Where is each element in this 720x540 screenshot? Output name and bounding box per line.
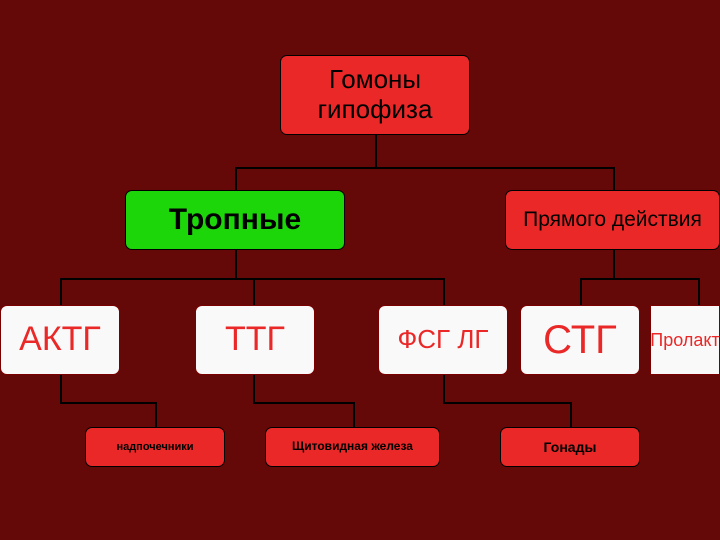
node-root: Гомоны гипофиза [280, 55, 470, 135]
connector-line [443, 375, 445, 402]
node-aktg: АКТГ [0, 305, 120, 375]
connector-line [698, 278, 700, 305]
connector-line [580, 278, 582, 305]
connector-line [235, 167, 237, 190]
connector-line [375, 135, 377, 167]
node-prolakt: Пролакт [650, 305, 720, 375]
connector-line [253, 375, 255, 402]
node-ttg: ТТГ [195, 305, 315, 375]
connector-line [235, 250, 237, 278]
node-stg: СТГ [520, 305, 640, 375]
node-nadpo: надпочечники [85, 427, 225, 467]
connector-line [253, 278, 255, 305]
connector-line [613, 167, 615, 190]
connector-line [60, 375, 62, 402]
connector-line [443, 278, 445, 305]
node-pryamogo: Прямого действия [505, 190, 720, 250]
connector-line [443, 402, 572, 404]
node-fsglg: ФСГ ЛГ [378, 305, 508, 375]
connector-line [253, 402, 355, 404]
connector-line [570, 402, 572, 427]
connector-line [155, 402, 157, 427]
connector-line [60, 278, 62, 305]
connector-line [235, 167, 615, 169]
node-tropnye: Тропные [125, 190, 345, 250]
connector-line [580, 278, 700, 280]
node-shchit: Щитовидная железа [265, 427, 440, 467]
connector-line [60, 402, 157, 404]
connector-line [353, 402, 355, 427]
connector-line [613, 250, 615, 278]
node-gonady: Гонады [500, 427, 640, 467]
